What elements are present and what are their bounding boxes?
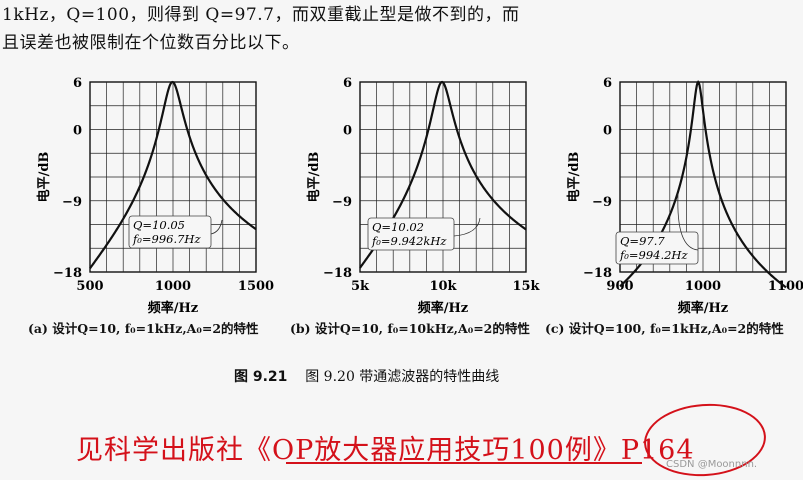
annotation-box: [615, 231, 699, 265]
annotation-text: f₀=996.7Hz: [132, 232, 201, 246]
y-axis-label: 电平/dB: [566, 152, 582, 203]
annotation-box: [367, 217, 455, 251]
x-tick-label: 1500: [238, 279, 274, 294]
annotation-text: Q=10.02: [372, 220, 424, 234]
x-tick-label: 900: [606, 279, 633, 294]
annotation-leader: [453, 217, 481, 237]
annotation-text: f₀=994.2Hz: [619, 248, 688, 262]
x-tick-label: 1000: [685, 279, 721, 294]
x-axis-label: 频率/Hz: [678, 300, 728, 316]
annotation-text: Q=10.05: [133, 218, 185, 232]
annotation-leader: [210, 219, 223, 235]
y-tick-label: 6: [343, 76, 352, 91]
x-tick-label: 5k: [351, 279, 370, 294]
x-tick-label: 500: [76, 279, 103, 294]
paragraph-line-2: 且误差也被限制在个位数百分比以下。: [2, 33, 300, 53]
y-tick-label: −9: [62, 195, 82, 210]
book-reference: 见科学出版社《OP放大器应用技巧100例》P164: [76, 435, 695, 466]
chart-caption-c: (c) 设计Q=100, f₀=1kHz,A₀=2的特性: [545, 321, 784, 336]
response-curve: [89, 80, 257, 269]
annotation-leader: [677, 193, 699, 251]
chart-panel-b: 6 0 −9 −18 5k 10k 15k 频率/Hz 电平/dB Q=10.02 f₀=9.942…: [280, 70, 541, 340]
paragraph-line-1: 1kHz，Q=100，则得到 Q=97.7，而双重截止型是做不到的，而: [2, 5, 520, 25]
chart-panel-c: 6 0 −9 −18 900 1000 1100 频率/Hz 电平/dB Q=97.7 f₀=994…: [540, 70, 803, 340]
annotation-box: [128, 215, 212, 249]
chart-panel-a: 6 0 −9 −18 500 1000 1500 频率/Hz 电平/dB Q=10.05 f₀=99…: [10, 70, 274, 340]
y-tick-label: −18: [323, 266, 352, 281]
y-tick-label: 6: [73, 76, 82, 91]
y-tick-label: 0: [343, 124, 352, 139]
x-axis-label: 频率/Hz: [148, 300, 198, 316]
y-tick-label: 0: [73, 124, 82, 139]
y-tick-label: 6: [603, 76, 612, 91]
x-tick-label: 1000: [155, 279, 191, 294]
x-tick-label: 10k: [429, 279, 457, 294]
chart-caption-b: (b) 设计Q=10, f₀=10kHz,A₀=2的特性: [290, 321, 530, 336]
figure-title: 图 9.20 带通滤波器的特性曲线: [305, 369, 500, 385]
x-tick-label: 15k: [512, 279, 540, 294]
y-tick-label: 0: [603, 124, 612, 139]
y-tick-label: −18: [53, 266, 82, 281]
annotation-text: f₀=9.942kHz: [371, 234, 447, 248]
annotation-text: Q=97.7: [620, 234, 665, 248]
x-axis-label: 频率/Hz: [418, 300, 468, 316]
y-tick-label: −9: [332, 195, 352, 210]
y-tick-label: −18: [583, 266, 612, 281]
chart-caption-a: (a) 设计Q=10, f₀=1kHz,A₀=2的特性: [28, 321, 259, 336]
y-axis-label: 电平/dB: [36, 152, 52, 203]
reference-underline: [286, 462, 642, 464]
watermark: CSDN @Moonnnn.: [666, 459, 758, 470]
figure-number: 图 9.21: [234, 369, 288, 385]
y-axis-label: 电平/dB: [306, 152, 322, 203]
figure-caption: 图 9.21 图 9.20 带通滤波器的特性曲线: [234, 366, 499, 386]
y-tick-label: −9: [592, 195, 612, 210]
